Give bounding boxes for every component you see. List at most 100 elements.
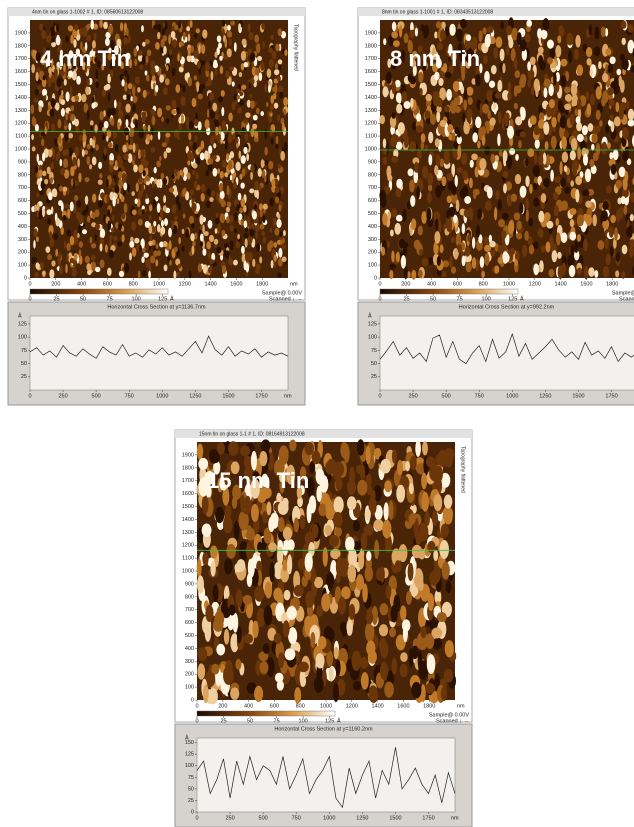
grain [89, 237, 92, 244]
grain [157, 32, 160, 39]
grain [132, 87, 135, 97]
grain [241, 218, 244, 225]
grain [442, 271, 447, 277]
grain [445, 72, 451, 79]
profile-title: Horizontal Cross Section at y=1136.7nm [107, 304, 206, 310]
grain [498, 219, 505, 227]
grain [197, 663, 205, 679]
grain [526, 209, 529, 222]
grain [274, 103, 278, 109]
grain [484, 71, 490, 83]
grain [621, 38, 626, 45]
grain [102, 133, 105, 140]
x-tick-label: 200 [218, 703, 227, 709]
grain [379, 624, 388, 636]
grain [115, 160, 118, 168]
grain [601, 142, 607, 155]
colorbar-unit: Å [337, 717, 341, 724]
grain [444, 156, 450, 165]
grain [409, 483, 414, 495]
grain [391, 112, 395, 119]
x-tick-label: 800 [296, 703, 305, 709]
grain [396, 104, 402, 114]
grain [153, 199, 156, 209]
grain [422, 492, 429, 512]
x-tick-label: 600 [453, 281, 462, 287]
grain [451, 266, 456, 273]
grain [437, 98, 442, 108]
y-tick-label: 0 [374, 275, 377, 281]
grain [32, 116, 35, 126]
grain [559, 161, 562, 174]
grain [567, 254, 574, 267]
y-tick-label: 0 [191, 697, 194, 703]
grain [65, 132, 69, 141]
grain [237, 107, 242, 113]
grain [243, 634, 253, 644]
y-tick-label: 1100 [365, 134, 377, 140]
grain [187, 172, 191, 179]
grain [138, 208, 142, 215]
grain [362, 583, 368, 602]
grain [278, 59, 282, 64]
grain [145, 39, 150, 44]
grain [163, 151, 167, 159]
grain [329, 667, 334, 682]
y-tick-label: 500 [185, 633, 194, 639]
grain [287, 606, 297, 620]
grain [254, 205, 257, 210]
grain [294, 518, 299, 533]
grain [99, 19, 102, 28]
grain [117, 101, 122, 111]
grain [542, 18, 549, 30]
x-tick-label: 500 [442, 393, 451, 399]
grain [605, 48, 611, 55]
grain [238, 151, 241, 159]
grain [411, 682, 421, 699]
grain [515, 85, 521, 93]
grain [59, 135, 62, 144]
grain [601, 210, 608, 221]
grain [435, 454, 442, 465]
grain [220, 66, 223, 74]
x-tick-label: 1750 [605, 393, 617, 399]
grain [346, 620, 353, 636]
grain [250, 100, 255, 109]
grain [159, 156, 161, 161]
grain [252, 238, 255, 247]
grain [453, 81, 460, 92]
grain [610, 57, 616, 65]
grain [482, 28, 486, 35]
grain [392, 22, 396, 31]
grain [285, 648, 296, 660]
grain [434, 72, 439, 81]
grain [472, 132, 478, 142]
grain [401, 242, 408, 249]
colorbar [380, 289, 518, 294]
grain [557, 35, 561, 43]
grain [112, 215, 115, 221]
x-tick-label: 1200 [529, 281, 541, 287]
grain [226, 153, 229, 160]
grain [449, 24, 456, 36]
y-tick-label: 1500 [365, 82, 377, 88]
grain [263, 236, 267, 243]
y-tick-label: 1500 [15, 82, 27, 88]
grain [615, 102, 619, 112]
grain [78, 173, 81, 183]
x-tick-label: 600 [270, 703, 279, 709]
grain [456, 199, 460, 212]
grain [192, 169, 195, 175]
y-tick-label: 1900 [182, 452, 194, 458]
grain [440, 30, 446, 41]
grain [91, 212, 96, 219]
grain [64, 79, 67, 86]
grain [71, 267, 76, 277]
grain [192, 143, 197, 151]
grain [482, 135, 486, 145]
grain [576, 116, 581, 123]
grain [287, 554, 292, 574]
grain [150, 60, 155, 68]
grain [185, 37, 187, 43]
y-tick-label: 100 [18, 263, 27, 269]
